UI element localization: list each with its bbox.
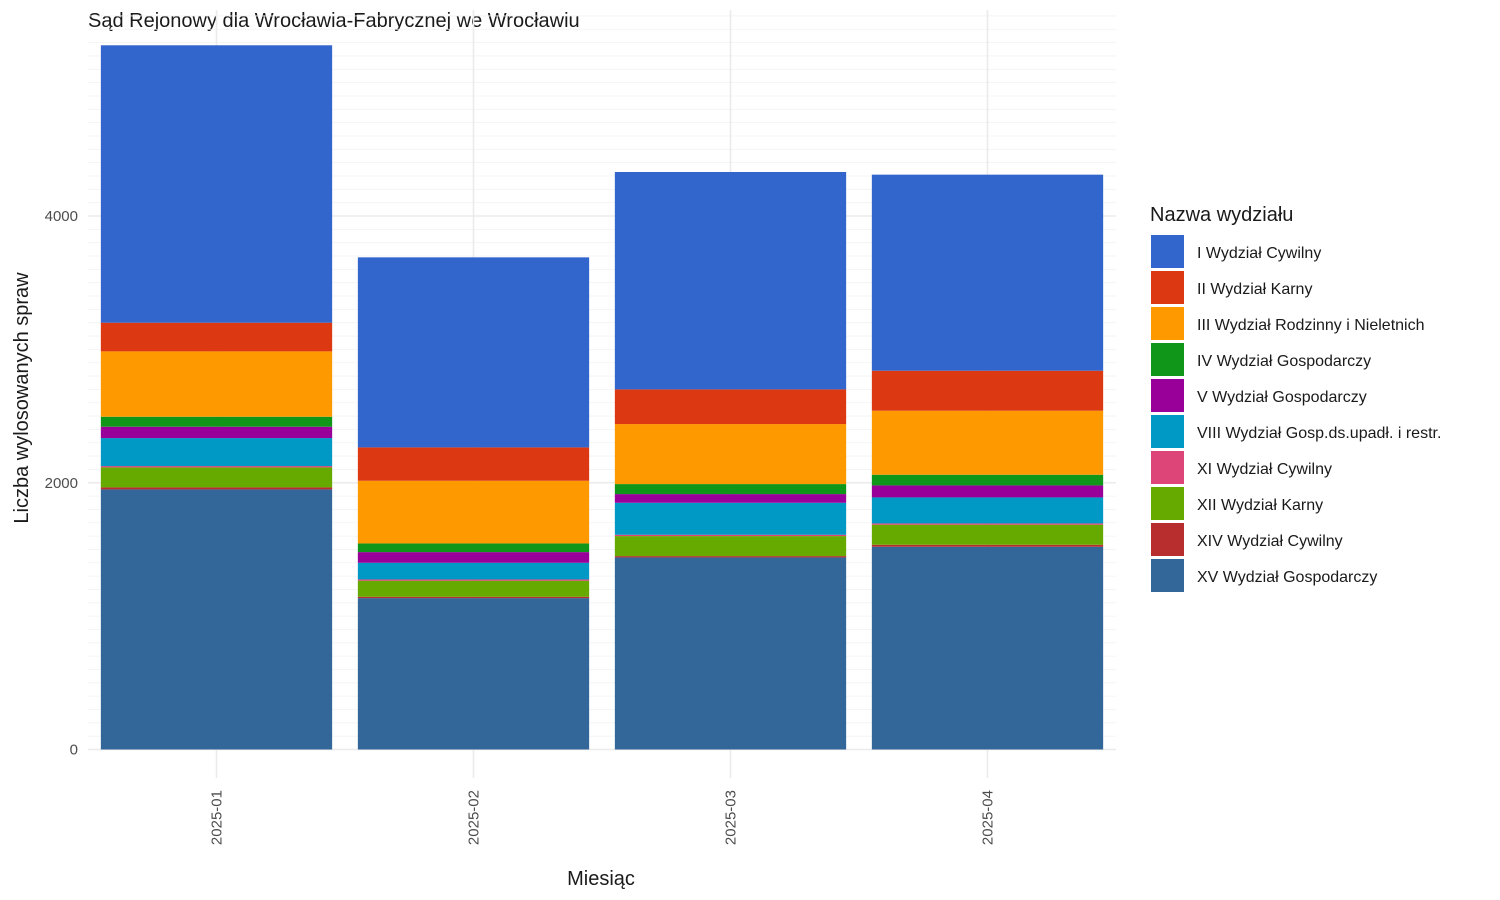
y-tick-label: 4000 [45,208,78,225]
legend-swatch [1151,235,1184,268]
bar-segment [614,389,847,425]
y-tick-label: 0 [70,742,78,759]
legend-label: IV Wydział Gospodarczy [1197,353,1371,370]
bar-segment [614,484,847,495]
legend-swatch [1151,451,1184,484]
bar-segment [871,474,1104,486]
bar-segment [871,523,1104,525]
bar-segment [871,410,1104,475]
legend-label: I Wydział Cywilny [1197,245,1321,262]
bar-segment [357,598,590,750]
bar-segment [614,424,847,485]
bar-segment [357,257,590,448]
bar-segment [100,466,333,468]
legend-label: XII Wydział Karny [1197,497,1323,514]
bar-segment [614,557,847,750]
legend-swatch [1151,343,1184,376]
bar-segment [357,580,590,597]
bar-segment [614,171,847,390]
bar-segment [357,480,590,544]
x-tick-label: 2025-01 [209,790,226,845]
legend-label: III Wydział Rodzinny i Nieletnich [1197,317,1425,334]
bar-segment [357,543,590,553]
chart-title: Sąd Rejonowy dla Wrocławia-Fabrycznej we… [88,10,580,32]
legend-swatch [1151,559,1184,592]
legend-label: II Wydział Karny [1197,281,1312,298]
bar-segment [614,536,847,557]
bar-segment [614,494,847,503]
bar-segment [100,467,333,488]
bar-segment [357,552,590,563]
bar-segment [100,45,333,323]
legend-swatch [1151,271,1184,304]
legend: Nazwa wydziału I Wydział Cywilny II Wydzi… [1150,204,1441,592]
bar-segment [871,544,1104,547]
bar-segment [100,438,333,467]
x-tick-label: 2025-02 [466,790,483,845]
bar-segment [614,502,847,535]
bar-segment [100,489,333,750]
x-axis-title: Miesiąc [567,868,635,890]
bar-segment [614,534,847,537]
bar-segment [871,485,1104,498]
y-tick-label: 2000 [45,475,78,492]
bar-segment [614,556,847,558]
legend-swatch [1151,307,1184,340]
legend-label: XI Wydział Cywilny [1197,461,1332,478]
legend-swatch [1151,379,1184,412]
legend-swatch [1151,415,1184,448]
bar-segment [357,579,590,581]
legend-swatch [1151,523,1184,556]
x-tick-label: 2025-03 [723,790,740,845]
bar-segment [871,370,1104,411]
bar-segment [357,562,590,580]
y-axis-title: Liczba wylosowanych spraw [11,272,33,524]
bars [100,45,1104,750]
y-axis-ticks: 0 2000 4000 [45,208,78,759]
x-axis-ticks: 2025-01 2025-02 2025-03 2025-04 [209,790,997,845]
bar-segment [100,487,333,490]
legend-label: V Wydział Gospodarczy [1197,389,1367,406]
legend-label: VIII Wydział Gosp.ds.upadł. i restr. [1197,425,1441,442]
legend-label: XV Wydział Gospodarczy [1197,569,1377,586]
bar-segment [100,416,333,427]
bar-segment [100,426,333,439]
bar-segment [871,174,1104,371]
legend-label: XIV Wydział Cywilny [1197,533,1343,550]
x-tick-label: 2025-04 [980,790,997,845]
legend-title: Nazwa wydziału [1150,204,1293,226]
bar-segment [357,596,590,599]
legend-swatch [1151,487,1184,520]
bar-segment [357,447,590,481]
bar-segment [100,351,333,417]
bar-segment [871,497,1104,524]
bar-segment [871,546,1104,750]
bar-segment [100,322,333,352]
bar-segment [871,524,1104,545]
